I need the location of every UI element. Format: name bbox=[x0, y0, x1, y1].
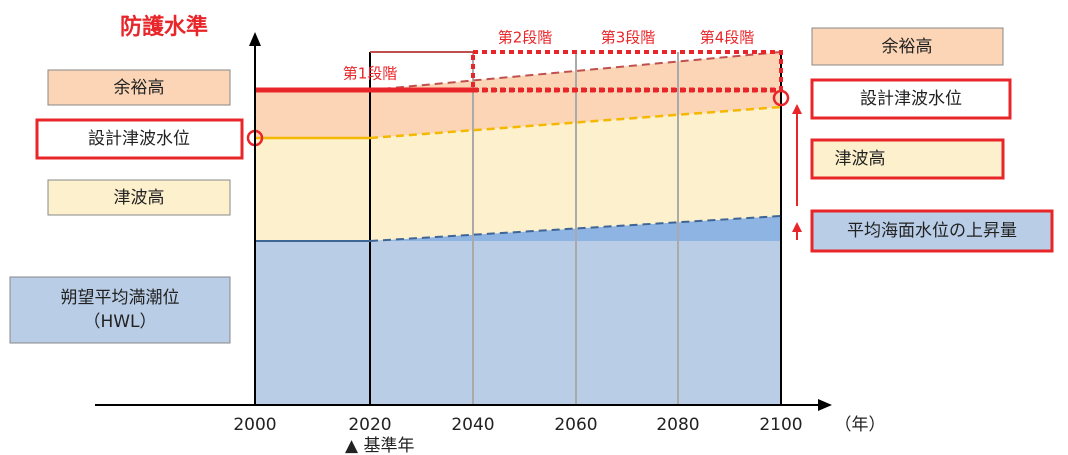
year-label: 2100 bbox=[759, 415, 802, 435]
year-label: 2080 bbox=[656, 415, 699, 435]
year-label: 2040 bbox=[451, 415, 494, 435]
arrow-head bbox=[792, 104, 802, 114]
title: 防護水準 bbox=[120, 14, 208, 40]
stage-label: 第2段階 bbox=[498, 29, 553, 47]
sea-rise-line bbox=[369, 215, 782, 242]
label: 津波高 bbox=[835, 149, 886, 169]
marker bbox=[772, 89, 790, 107]
base-year: ▲ 基準年 bbox=[345, 436, 414, 455]
label: 津波高 bbox=[114, 188, 165, 208]
year-label: 2000 bbox=[233, 415, 276, 435]
stage-label: 第1段階 bbox=[343, 65, 398, 83]
grid bbox=[472, 52, 782, 405]
label: 余裕高 bbox=[114, 78, 165, 98]
x-unit: （年） bbox=[835, 415, 886, 435]
tsunami-area bbox=[255, 107, 781, 241]
arrow-head bbox=[792, 222, 802, 232]
label: 余裕高 bbox=[882, 37, 933, 57]
label-box bbox=[47, 69, 231, 106]
label: 平均海面水位の上昇量 bbox=[847, 221, 1017, 241]
label-box bbox=[810, 138, 1005, 180]
year-label: 2060 bbox=[554, 415, 597, 435]
label: 設計津波水位 bbox=[860, 89, 962, 109]
year-label: 2020 bbox=[348, 415, 391, 435]
hwl-area bbox=[255, 241, 781, 405]
x-arrow bbox=[818, 399, 832, 411]
label: 朔望平均満潮位（HWL） bbox=[61, 288, 180, 332]
label-box bbox=[47, 179, 231, 216]
tsunami-line-future bbox=[369, 105, 782, 140]
y-arrow bbox=[249, 32, 261, 46]
label-box bbox=[810, 78, 1012, 120]
label-box bbox=[810, 209, 1054, 253]
stage-label: 第3段階 bbox=[601, 29, 656, 47]
label-box bbox=[9, 276, 231, 344]
margin-line-future bbox=[369, 51, 782, 91]
stage-label: 第4段階 bbox=[700, 29, 755, 47]
label: 設計津波水位 bbox=[88, 129, 190, 149]
stage-box bbox=[471, 50, 783, 92]
label-box bbox=[35, 118, 244, 160]
label-box bbox=[811, 27, 1004, 66]
